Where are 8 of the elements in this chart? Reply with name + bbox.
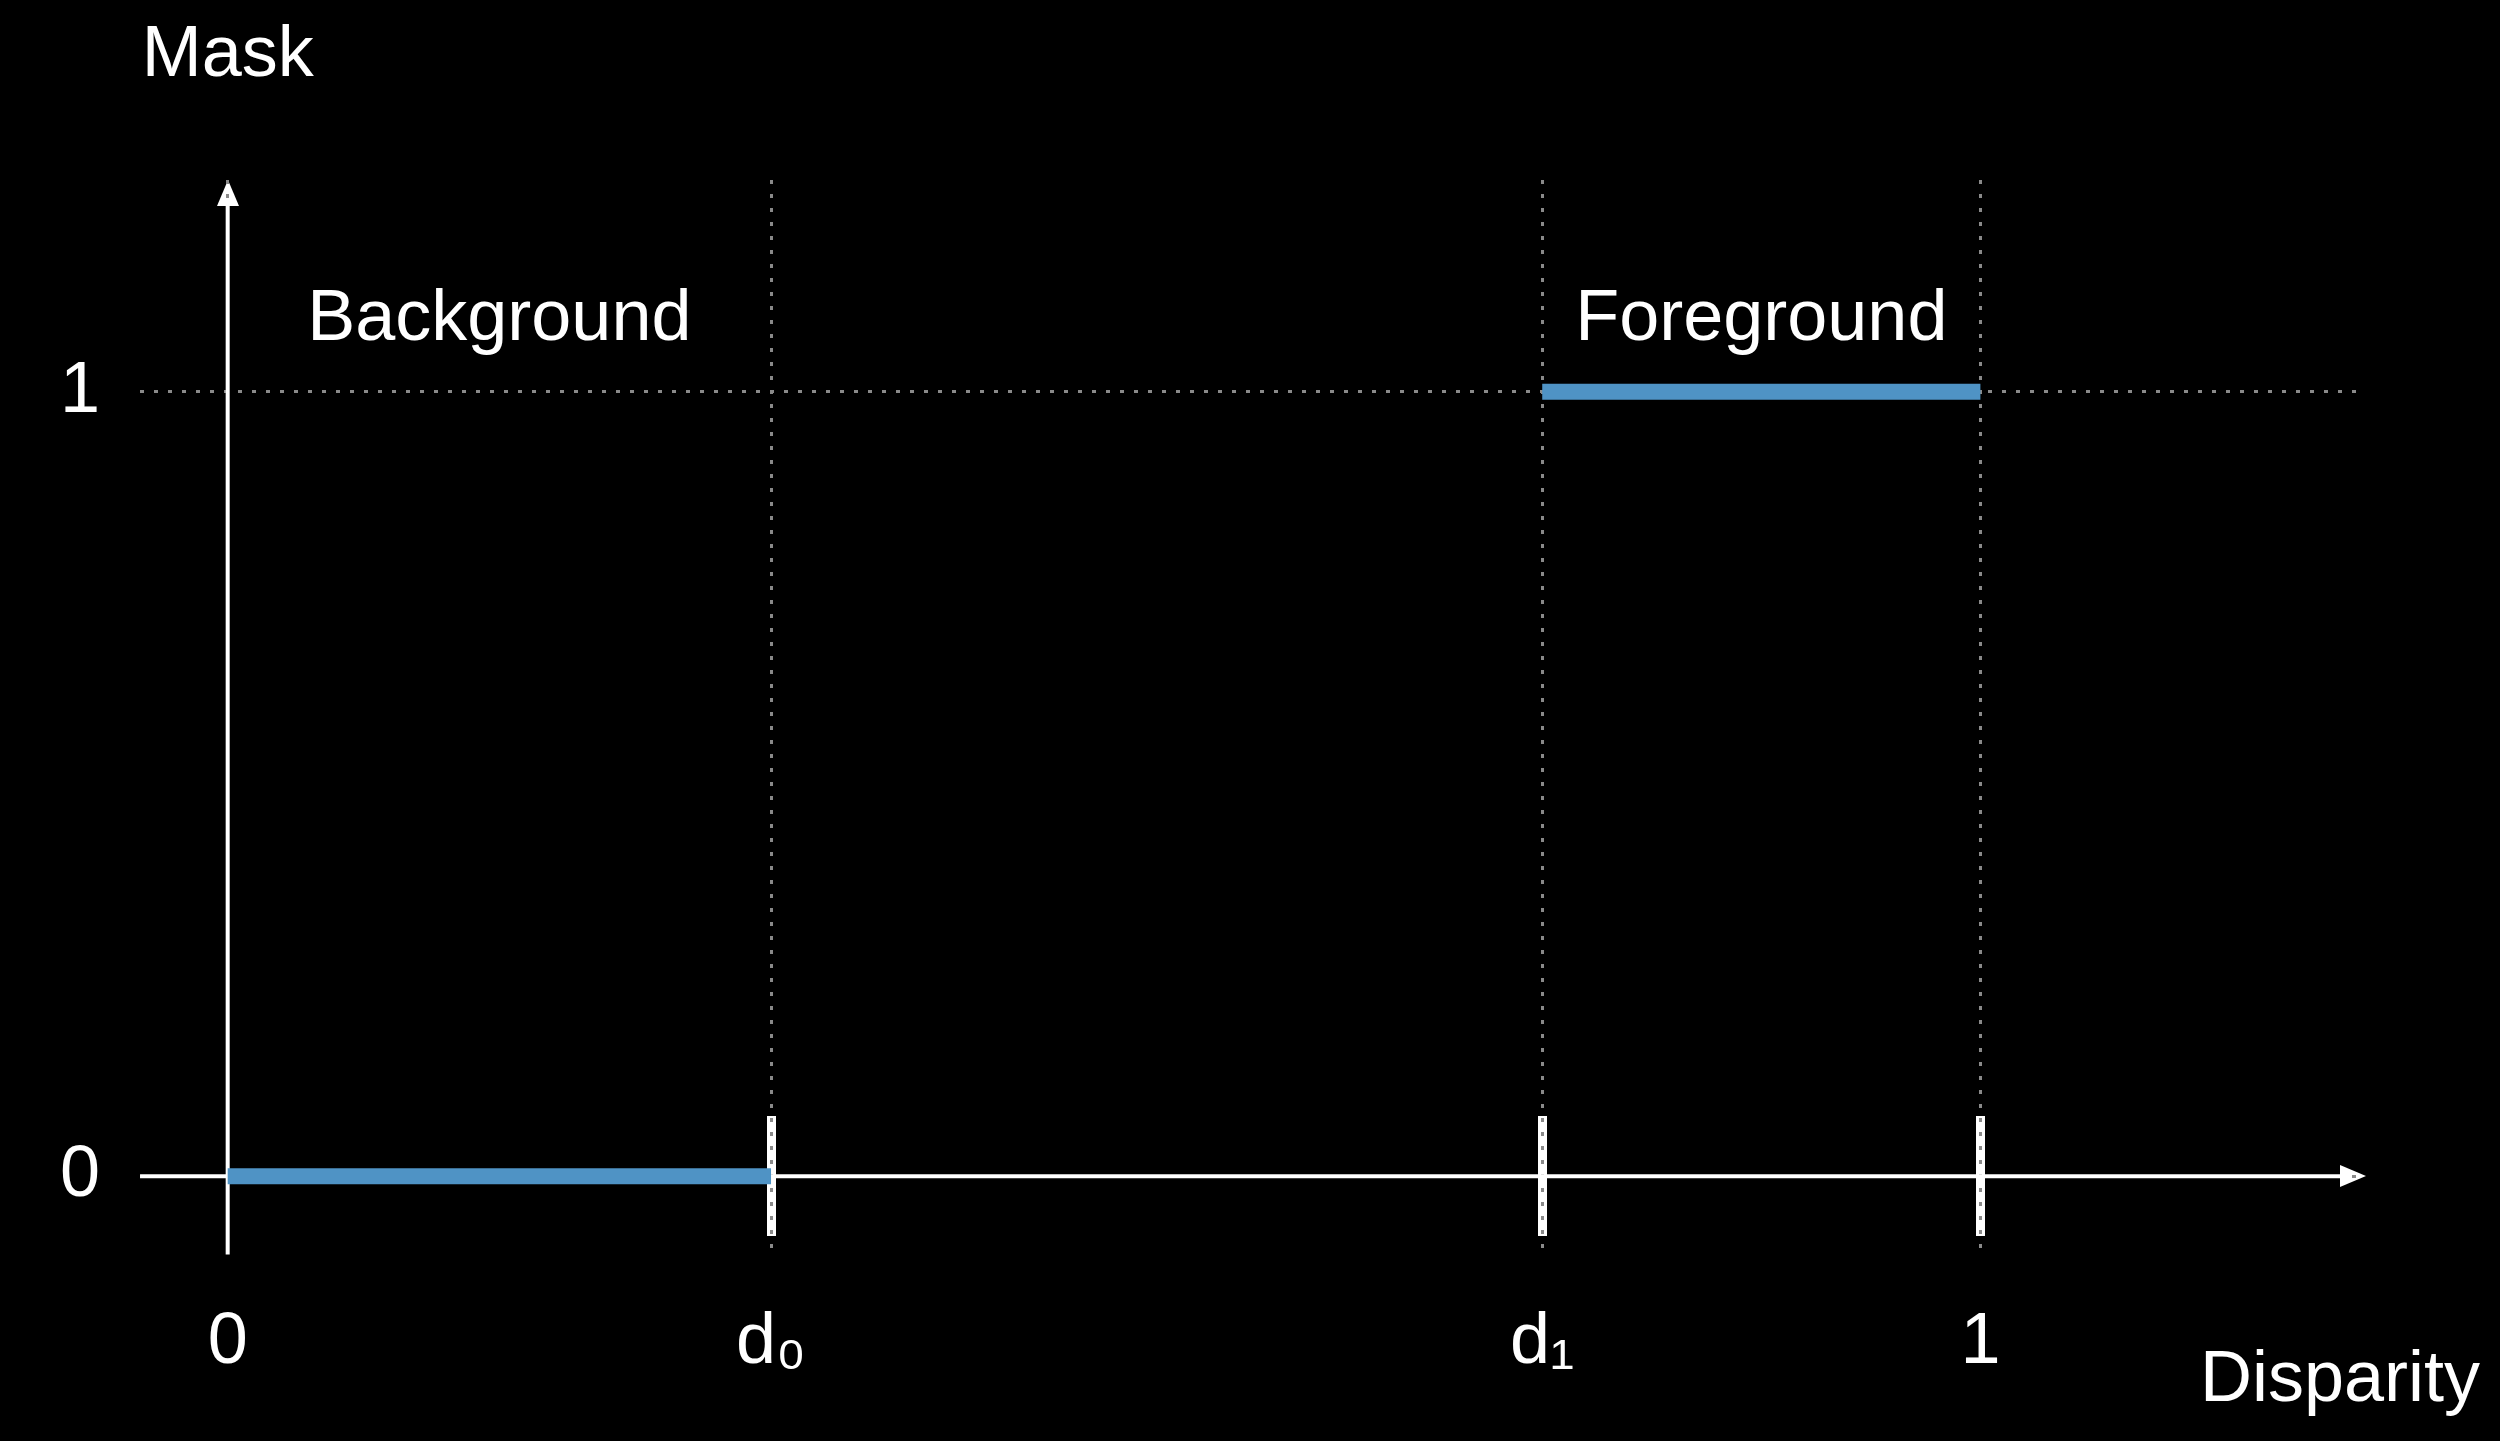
x-tick-label: 1 (1960, 1297, 2001, 1378)
x-tick-label: 0 (207, 1297, 248, 1378)
annotation: Background (307, 274, 692, 355)
x-tick-label: d₀ (736, 1297, 806, 1378)
x-axis-title: Disparity (2199, 1335, 2480, 1416)
y-axis-title: Mask (141, 10, 315, 91)
annotation: Foreground (1575, 274, 1948, 355)
x-tick-label: d₁ (1510, 1297, 1575, 1378)
